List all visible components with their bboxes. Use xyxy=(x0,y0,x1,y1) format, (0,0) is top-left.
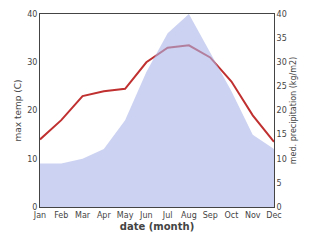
svg-text:Sep: Sep xyxy=(203,211,218,220)
svg-text:max temp (C): max temp (C) xyxy=(13,79,23,141)
svg-text:40: 40 xyxy=(277,10,287,19)
svg-text:Jun: Jun xyxy=(139,211,153,220)
svg-text:5: 5 xyxy=(277,179,282,188)
svg-text:Mar: Mar xyxy=(75,211,91,220)
svg-text:20: 20 xyxy=(27,106,37,115)
svg-text:30: 30 xyxy=(27,58,37,67)
svg-text:date (month): date (month) xyxy=(120,221,194,232)
svg-text:Feb: Feb xyxy=(54,211,68,220)
svg-text:Nov: Nov xyxy=(245,211,261,220)
svg-text:Oct: Oct xyxy=(225,211,239,220)
svg-text:med. precipitation (kg/m2): med. precipitation (kg/m2) xyxy=(289,57,298,164)
svg-text:10: 10 xyxy=(277,155,287,164)
svg-text:15: 15 xyxy=(277,130,287,139)
svg-text:Jul: Jul xyxy=(162,211,173,220)
svg-text:25: 25 xyxy=(277,82,287,91)
svg-text:40: 40 xyxy=(27,10,37,19)
svg-text:Aug: Aug xyxy=(181,211,197,220)
svg-text:30: 30 xyxy=(277,58,287,67)
svg-text:Apr: Apr xyxy=(97,211,112,220)
svg-text:10: 10 xyxy=(27,155,37,164)
svg-text:Jan: Jan xyxy=(33,211,46,220)
svg-text:35: 35 xyxy=(277,34,287,43)
svg-text:0: 0 xyxy=(277,203,282,212)
svg-text:0: 0 xyxy=(32,203,37,212)
svg-text:20: 20 xyxy=(277,106,287,115)
svg-text:May: May xyxy=(117,211,134,220)
svg-text:Dec: Dec xyxy=(266,211,281,220)
